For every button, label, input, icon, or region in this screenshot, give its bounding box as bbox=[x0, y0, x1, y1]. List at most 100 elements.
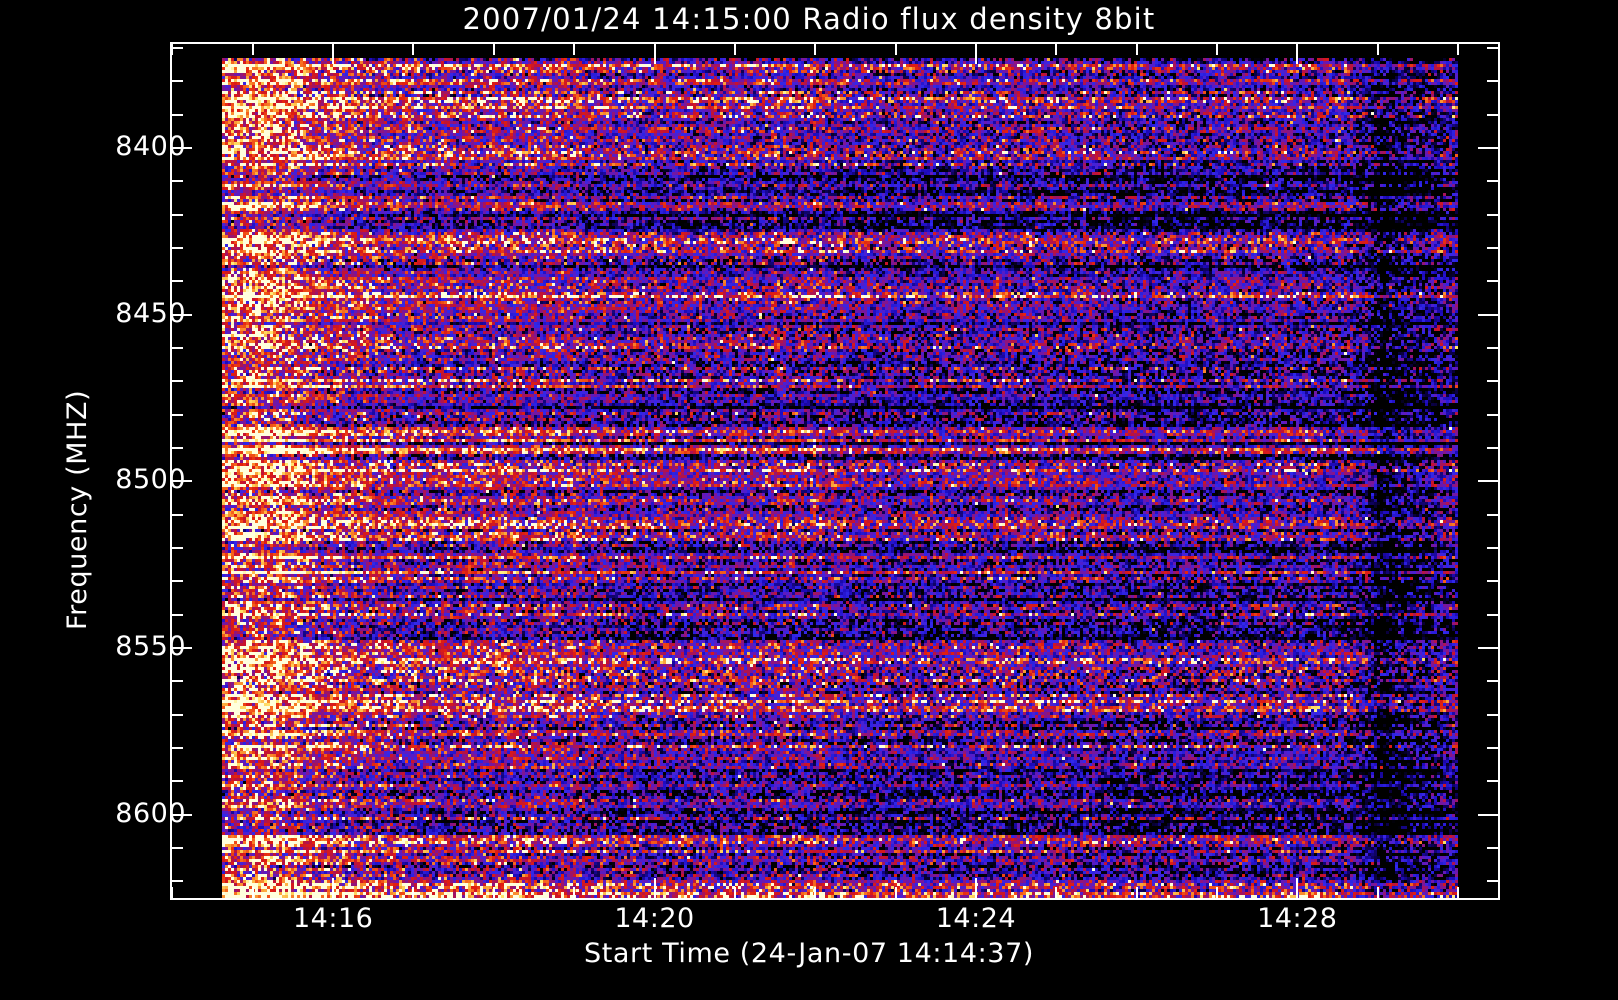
y-tick-minor bbox=[170, 780, 183, 783]
y-tick-minor bbox=[170, 413, 183, 416]
y-tick-minor bbox=[170, 380, 183, 383]
y-tick-label: 8600 bbox=[115, 797, 186, 829]
y-tick-major bbox=[170, 647, 192, 649]
y-tick-minor bbox=[170, 680, 183, 683]
y-tick-minor bbox=[170, 280, 183, 283]
x-tick-major-top bbox=[653, 42, 656, 64]
y-tick-minor bbox=[170, 613, 183, 616]
page-title: 2007/01/24 14:15:00 Radio flux density 8… bbox=[462, 2, 1156, 36]
y-tick-major-right bbox=[1478, 647, 1500, 649]
y-tick-minor bbox=[170, 347, 183, 349]
y-tick-minor bbox=[170, 747, 183, 749]
x-tick-minor bbox=[412, 887, 415, 900]
x-tick-minor bbox=[814, 887, 817, 900]
x-tick-major bbox=[1296, 878, 1299, 900]
x-tick-minor bbox=[1215, 887, 1218, 900]
y-tick-minor bbox=[170, 47, 183, 49]
x-tick-label: 14:20 bbox=[614, 903, 695, 934]
x-tick-minor-top bbox=[894, 42, 897, 55]
x-tick-major-top bbox=[1296, 42, 1299, 64]
x-tick-minor-top bbox=[1135, 42, 1138, 55]
x-tick-major-top bbox=[974, 42, 977, 64]
x-tick-minor bbox=[1457, 887, 1459, 900]
y-tick-minor-right bbox=[1487, 613, 1500, 616]
y-tick-minor bbox=[170, 513, 183, 516]
x-tick-major bbox=[653, 878, 656, 900]
y-tick-minor-right bbox=[1487, 680, 1500, 683]
x-tick-minor bbox=[251, 887, 254, 900]
x-tick-minor-top bbox=[1376, 42, 1379, 55]
y-tick-minor-right bbox=[1487, 213, 1500, 216]
y-tick-major-right bbox=[1478, 813, 1500, 816]
y-tick-major-right bbox=[1478, 313, 1500, 316]
y-tick-minor-right bbox=[1487, 247, 1500, 249]
y-tick-major bbox=[170, 480, 192, 483]
x-tick-label: 14:16 bbox=[292, 903, 374, 934]
y-tick-minor-right bbox=[1487, 347, 1500, 349]
y-tick-minor-right bbox=[1487, 747, 1500, 749]
x-tick-label: 14:28 bbox=[1257, 903, 1338, 934]
y-tick-minor bbox=[170, 213, 183, 216]
x-tick-minor-top bbox=[171, 42, 174, 55]
y-tick-major-right bbox=[1478, 147, 1500, 149]
y-tick-minor-right bbox=[1487, 447, 1500, 449]
x-tick-major bbox=[974, 878, 977, 900]
x-tick-minor-top bbox=[1055, 42, 1058, 55]
y-tick-minor bbox=[170, 580, 183, 583]
x-axis-title: Start Time (24-Jan-07 14:14:37) bbox=[583, 938, 1035, 969]
x-tick-minor bbox=[492, 887, 495, 900]
x-tick-minor-top bbox=[251, 42, 254, 55]
y-tick-minor-right bbox=[1487, 780, 1500, 783]
y-tick-minor-right bbox=[1487, 880, 1500, 883]
y-tick-minor-right bbox=[1487, 180, 1500, 183]
x-tick-minor-top bbox=[573, 42, 576, 55]
y-tick-minor-right bbox=[1487, 547, 1500, 549]
y-tick-minor bbox=[170, 713, 183, 716]
y-tick-minor-right bbox=[1487, 47, 1500, 49]
y-tick-minor bbox=[170, 847, 183, 849]
y-tick-minor bbox=[170, 113, 183, 116]
y-tick-minor-right bbox=[1487, 280, 1500, 283]
y-tick-label: 8400 bbox=[115, 131, 186, 162]
y-tick-major-right bbox=[1478, 480, 1500, 483]
y-tick-major bbox=[170, 313, 192, 316]
y-tick-minor-right bbox=[1487, 847, 1500, 849]
x-tick-minor bbox=[1135, 887, 1138, 900]
x-tick-minor bbox=[171, 887, 174, 900]
y-tick-label: 8550 bbox=[115, 631, 186, 662]
x-tick-minor bbox=[573, 887, 576, 900]
y-tick-minor bbox=[170, 180, 183, 183]
x-tick-major-top bbox=[332, 42, 335, 64]
x-tick-minor bbox=[894, 887, 897, 900]
y-tick-major bbox=[170, 813, 192, 816]
y-tick-major bbox=[170, 147, 192, 149]
y-tick-minor bbox=[170, 547, 183, 549]
y-tick-minor-right bbox=[1487, 380, 1500, 383]
y-tick-minor bbox=[170, 247, 183, 249]
x-tick-label: 14:24 bbox=[935, 903, 1017, 934]
y-tick-minor-right bbox=[1487, 580, 1500, 583]
y-tick-minor bbox=[170, 447, 183, 449]
y-tick-minor-right bbox=[1487, 413, 1500, 416]
x-tick-minor-top bbox=[1457, 42, 1459, 55]
y-tick-minor-right bbox=[1487, 713, 1500, 716]
y-tick-minor-right bbox=[1487, 513, 1500, 516]
y-tick-minor bbox=[170, 880, 183, 883]
x-tick-minor-top bbox=[492, 42, 495, 55]
x-tick-minor bbox=[733, 887, 736, 900]
x-tick-minor-top bbox=[733, 42, 736, 55]
y-tick-minor-right bbox=[1487, 113, 1500, 116]
y-tick-minor-right bbox=[1487, 80, 1500, 83]
spectrogram-image bbox=[222, 58, 1458, 898]
y-tick-minor bbox=[170, 80, 183, 83]
x-tick-minor bbox=[1376, 887, 1379, 900]
x-tick-major bbox=[332, 878, 335, 900]
y-tick-label: 8500 bbox=[115, 464, 186, 496]
x-tick-minor bbox=[1055, 887, 1058, 900]
x-tick-minor-top bbox=[1215, 42, 1218, 55]
x-tick-minor-top bbox=[412, 42, 415, 55]
x-tick-minor-top bbox=[814, 42, 817, 55]
y-axis-title: Frequency (MHZ) bbox=[62, 389, 93, 630]
y-tick-label: 8450 bbox=[115, 297, 186, 329]
